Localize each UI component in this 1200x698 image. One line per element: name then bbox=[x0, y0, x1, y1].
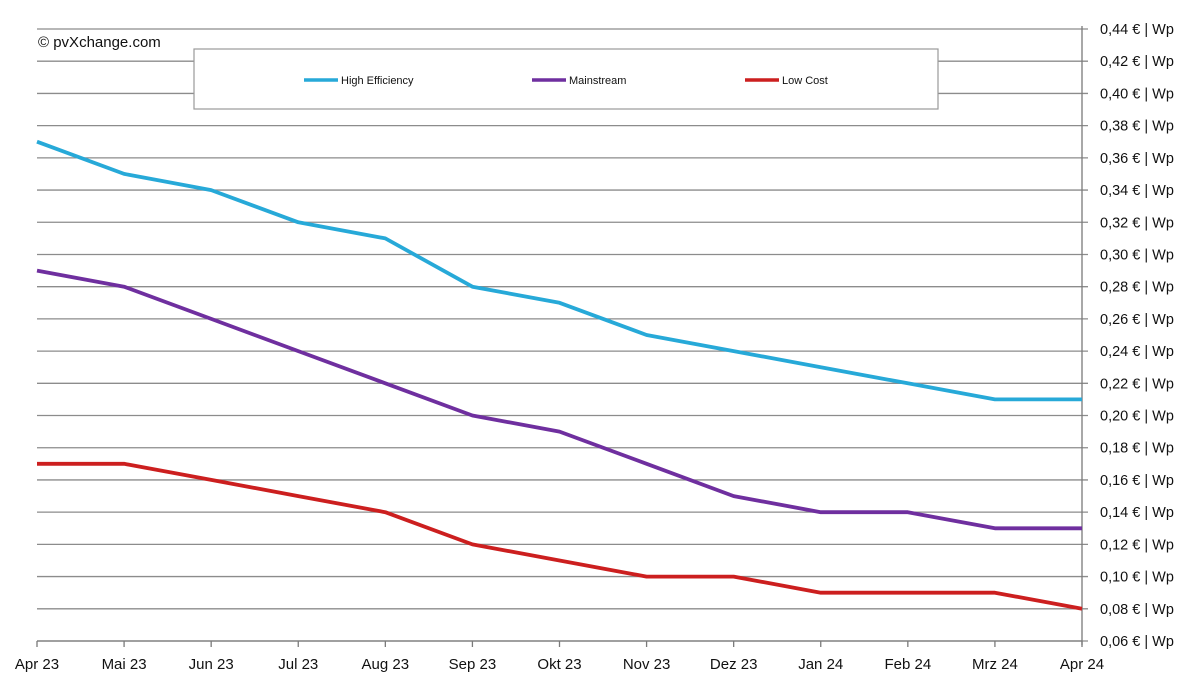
copyright-text: © pvXchange.com bbox=[38, 34, 161, 51]
y-tick-label: 0,20 € | Wp bbox=[1100, 409, 1174, 425]
x-tick-label: Jan 24 bbox=[798, 656, 843, 673]
y-tick-label: 0,18 € | Wp bbox=[1100, 441, 1174, 457]
x-tick-label: Mai 23 bbox=[102, 656, 147, 673]
grid-lines bbox=[37, 28, 1088, 642]
y-tick-label: 0,26 € | Wp bbox=[1100, 312, 1174, 328]
axes bbox=[36, 26, 1083, 647]
y-tick-label: 0,22 € | Wp bbox=[1100, 376, 1174, 392]
x-tick-label: Sep 23 bbox=[449, 656, 497, 673]
series-line-low-cost bbox=[37, 461, 1083, 611]
y-tick-label: 0,38 € | Wp bbox=[1100, 119, 1174, 135]
y-tick-label: 0,44 € | Wp bbox=[1100, 22, 1174, 38]
y-tick-label: 0,42 € | Wp bbox=[1100, 54, 1174, 70]
legend-label: Low Cost bbox=[782, 75, 828, 87]
x-axis-labels: Apr 23 Mai 23 Jun 23 Jul 23 Aug 23 Sep 23 Okt … bbox=[15, 656, 1104, 673]
x-tick-label: Dez 23 bbox=[710, 656, 758, 673]
y-tick-label: 0,10 € | Wp bbox=[1100, 570, 1174, 586]
x-tick-label: Okt 23 bbox=[537, 656, 581, 673]
y-tick-label: 0,36 € | Wp bbox=[1100, 151, 1174, 167]
series-line-mainstream bbox=[36, 268, 1082, 531]
x-tick-label: Jun 23 bbox=[189, 656, 234, 673]
x-tick-label: Jul 23 bbox=[278, 656, 318, 673]
legend-label: Mainstream bbox=[569, 75, 626, 87]
y-tick-label: 0,14 € | Wp bbox=[1100, 505, 1174, 521]
y-tick-label: 0,34 € | Wp bbox=[1100, 183, 1174, 199]
y-tick-label: 0,16 € | Wp bbox=[1100, 473, 1174, 489]
y-tick-label: 0,40 € | Wp bbox=[1100, 86, 1174, 102]
y-tick-label: 0,08 € | Wp bbox=[1100, 602, 1174, 618]
x-tick-label: Feb 24 bbox=[884, 656, 931, 673]
series-line-high-efficiency bbox=[36, 139, 1082, 402]
x-tick-label: Apr 23 bbox=[15, 656, 59, 673]
y-tick-label: 0,06 € | Wp bbox=[1100, 634, 1174, 650]
y-tick-label: 0,30 € | Wp bbox=[1100, 247, 1174, 263]
x-tick-label: Mrz 24 bbox=[972, 656, 1018, 673]
y-tick-label: 0,32 € | Wp bbox=[1100, 215, 1174, 231]
x-tick-label: Nov 23 bbox=[623, 656, 671, 673]
y-tick-label: 0,12 € | Wp bbox=[1100, 537, 1174, 553]
x-tick-label: Apr 24 bbox=[1060, 656, 1104, 673]
legend-label: High Efficiency bbox=[341, 75, 414, 87]
y-axis-labels: 0,06 € | Wp 0,08 € | Wp 0,10 € | Wp 0,12 € … bbox=[1100, 22, 1174, 650]
y-tick-label: 0,28 € | Wp bbox=[1100, 280, 1174, 296]
series-lines bbox=[36, 139, 1083, 611]
legend: High Efficiency Mainstream Low Cost bbox=[193, 48, 939, 110]
y-tick-label: 0,24 € | Wp bbox=[1100, 344, 1174, 360]
x-tick-label: Aug 23 bbox=[362, 656, 410, 673]
